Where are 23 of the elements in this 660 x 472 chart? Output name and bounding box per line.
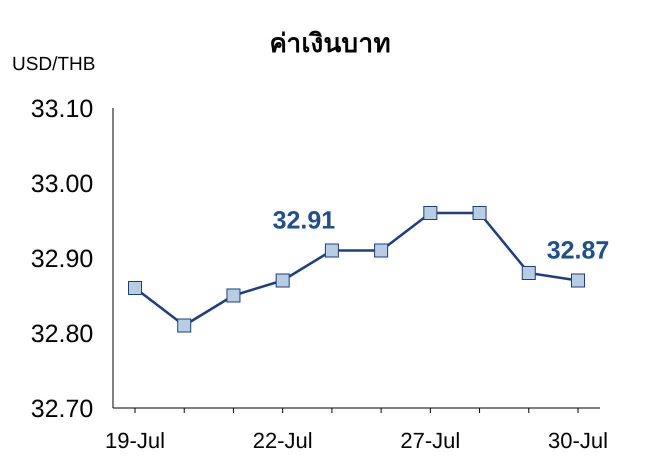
x-tick-label: 27-Jul	[400, 428, 460, 453]
y-tick-label: 32.80	[30, 320, 94, 348]
point	[128, 281, 142, 295]
point	[177, 318, 192, 332]
data-label: 32.87	[546, 236, 610, 264]
y-tick-label: 32.90	[30, 245, 94, 273]
point	[472, 206, 487, 220]
point	[571, 274, 585, 288]
point	[324, 244, 339, 258]
y-tick-label: 33.10	[30, 95, 94, 123]
y-tick-label: 33.00	[30, 170, 94, 198]
data-label: 32.91	[272, 206, 336, 234]
point	[522, 266, 536, 280]
point	[374, 244, 388, 258]
point	[276, 274, 290, 288]
y-tick-label: 32.70	[30, 395, 94, 423]
y-axis-title: USD/THB	[12, 54, 96, 75]
point	[226, 288, 240, 302]
x-tick-label: 30-Jul	[548, 428, 608, 453]
x-tick-label: 19-Jul	[105, 428, 165, 453]
chart-title: ค่าเงินบาท	[270, 28, 390, 58]
x-tick-label: 22-Jul	[252, 428, 313, 453]
point	[423, 206, 438, 220]
